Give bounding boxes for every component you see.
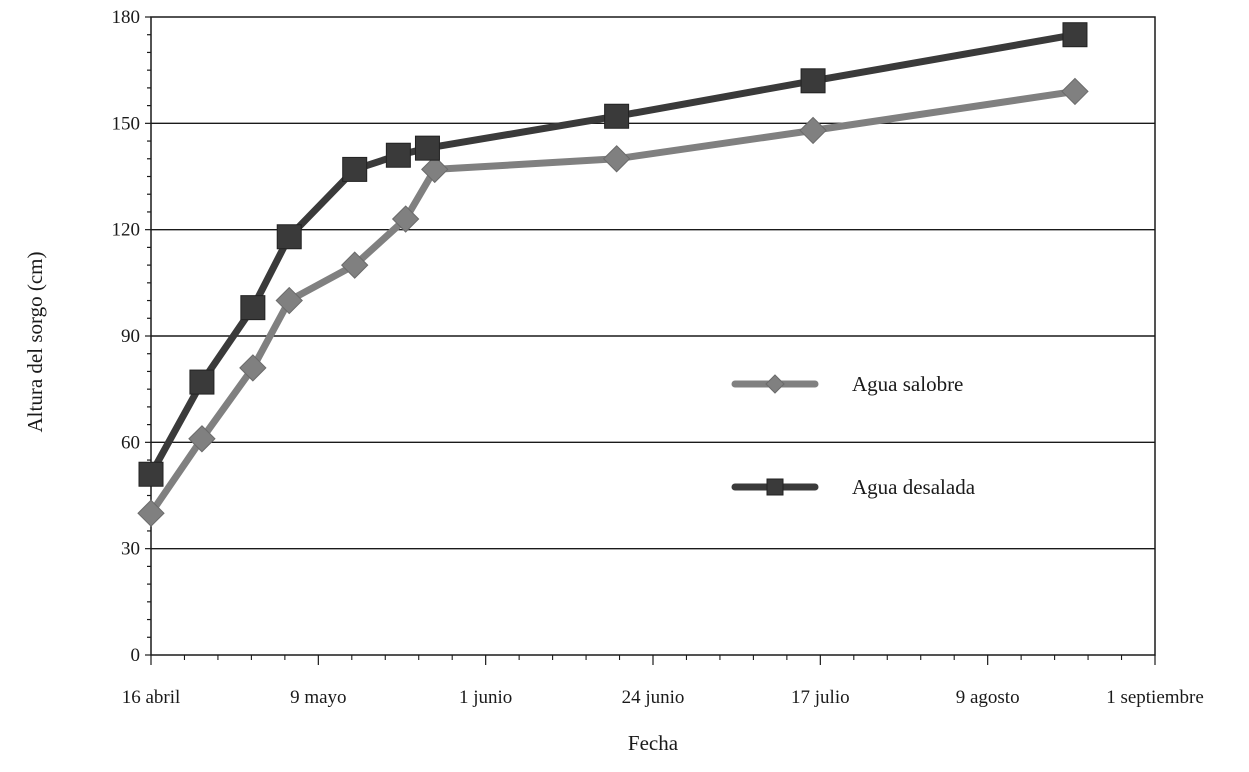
data-point: [602, 145, 631, 173]
data-point: [341, 251, 369, 279]
data-point: [137, 499, 165, 527]
data-point: [189, 369, 215, 395]
data-point: [275, 286, 303, 315]
y-tick-label: 60: [121, 432, 140, 453]
data-point: [239, 354, 267, 382]
y-tick-label: 180: [112, 7, 141, 28]
legend-label: Agua salobre: [852, 372, 963, 396]
data-point: [604, 103, 630, 129]
x-tick-label: 9 agosto: [956, 687, 1020, 708]
series-agua-desalada: [138, 22, 1088, 487]
x-tick-label: 16 abril: [122, 687, 181, 708]
y-tick-label: 90: [121, 326, 140, 347]
data-series: [137, 22, 1089, 527]
legend-item: Agua desalada: [731, 475, 976, 499]
data-point: [385, 142, 411, 168]
grid-lines: [151, 122, 1155, 550]
data-point: [421, 155, 449, 184]
y-tick-label: 150: [112, 113, 141, 134]
data-point: [799, 116, 827, 145]
data-point: [276, 224, 302, 250]
y-axis-title: Altura del sorgo (cm): [23, 252, 47, 433]
data-point: [391, 205, 420, 233]
data-point: [1062, 22, 1088, 48]
x-tick-label: 17 julio: [791, 687, 850, 708]
legend-item: Agua salobre: [731, 372, 963, 396]
axes: 0 30 60 90 120 150 180 16 abril 9 mayo 1 junio 24 …: [112, 7, 1204, 708]
x-tick-label: 24 junio: [622, 687, 685, 708]
data-point: [188, 425, 216, 453]
y-tick-label: 0: [131, 645, 141, 666]
y-tick-label: 30: [121, 539, 140, 560]
data-point: [342, 156, 368, 182]
legend-marker: [766, 478, 784, 496]
x-tick-label: 9 mayo: [290, 687, 346, 708]
data-point: [240, 295, 266, 321]
x-axis-title: Fecha: [628, 731, 679, 755]
legend: Agua salobre Agua desalada: [731, 372, 976, 499]
x-tick-label: 1 junio: [459, 687, 512, 708]
legend-marker: [765, 374, 785, 394]
data-point: [414, 135, 440, 161]
data-point: [1061, 77, 1089, 106]
data-point: [138, 461, 164, 487]
legend-label: Agua desalada: [852, 475, 976, 499]
x-tick-label: 1 septiembre: [1106, 687, 1204, 708]
y-tick-label: 120: [112, 220, 141, 241]
series-line: [147, 31, 1079, 478]
series-agua-salobre: [137, 77, 1089, 527]
data-point: [800, 68, 826, 94]
series-line: [147, 87, 1079, 517]
